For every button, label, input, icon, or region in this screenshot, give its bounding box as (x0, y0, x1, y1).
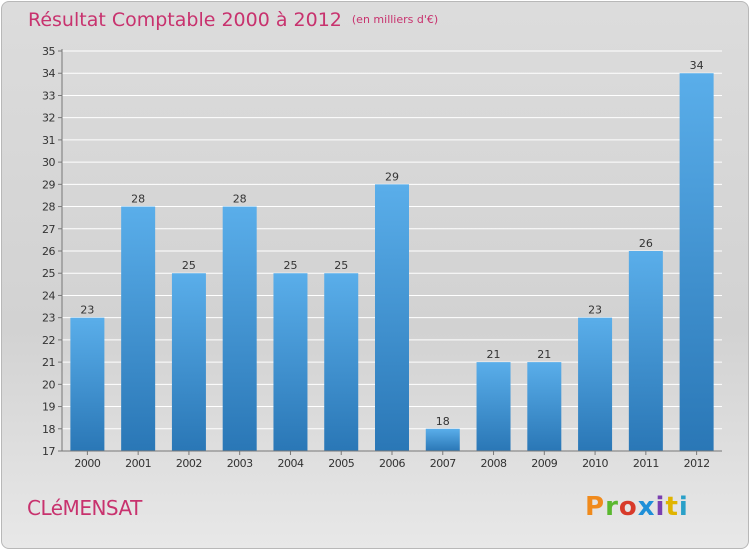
data-label: 25 (283, 259, 297, 272)
x-tick-label: 2001 (125, 457, 151, 470)
logo-letter: x (637, 492, 656, 522)
bar-2008 (476, 362, 511, 451)
y-tick-label: 23 (42, 312, 55, 325)
x-tick-label: 2008 (481, 457, 507, 470)
data-label: 28 (131, 193, 145, 206)
logo-letter: i (678, 492, 689, 522)
y-tick-label: 32 (42, 112, 55, 125)
data-label: 26 (639, 237, 653, 250)
logo-letter: P (585, 492, 606, 522)
logo-letter: i (655, 492, 666, 522)
y-tick-label: 19 (42, 401, 55, 414)
y-tick-label: 34 (42, 67, 55, 80)
data-label: 21 (487, 348, 501, 361)
y-tick-label: 18 (42, 423, 55, 436)
y-tick-label: 31 (42, 134, 55, 147)
x-tick-label: 2003 (227, 457, 253, 470)
bar-2009 (527, 362, 562, 451)
x-tick-label: 2010 (582, 457, 608, 470)
bar-2006 (375, 184, 409, 452)
data-label: 18 (436, 415, 450, 428)
chart-title: Résultat Comptable 2000 à 2012 (en millie… (28, 9, 438, 31)
y-tick-label: 27 (42, 223, 55, 236)
y-tick-label: 33 (42, 89, 55, 102)
x-tick-label: 2004 (277, 457, 303, 470)
bar-2012 (679, 73, 714, 451)
x-tick-label: 2007 (430, 457, 456, 470)
x-tick-label: 2000 (74, 457, 100, 470)
y-tick-label: 24 (42, 289, 55, 302)
bar-layer: 23 28 25 28 25 25 29 18 21 21 23 26 34 (70, 59, 714, 452)
x-tick-label: 2009 (531, 457, 557, 470)
bar-2000 (70, 317, 105, 451)
logo-letter: o (618, 492, 638, 522)
title-text: Résultat Comptable 2000 à 2012 (28, 9, 342, 31)
chart-subtitle: (en milliers d'€) (351, 13, 439, 26)
bar-2004 (273, 273, 308, 451)
proxiti-logo[interactable]: Proxiti (585, 492, 689, 522)
y-tick-label: 26 (42, 245, 55, 258)
bar-2011 (628, 251, 663, 451)
y-tick-label: 25 (42, 267, 55, 280)
x-tick-label: 2012 (684, 457, 710, 470)
y-tick-label: 17 (42, 445, 55, 458)
x-tick-label: 2002 (176, 457, 202, 470)
data-label: 23 (80, 304, 94, 317)
bar-2003 (222, 206, 257, 451)
x-tick-label: 2005 (328, 457, 354, 470)
y-tick-label: 21 (42, 356, 55, 369)
data-label: 28 (233, 193, 247, 206)
y-tick-label: 35 (42, 45, 55, 58)
data-label: 25 (334, 259, 348, 272)
bar-2005 (324, 273, 359, 451)
town-name: CLéMENSAT (27, 496, 142, 520)
bar-2007 (425, 428, 460, 451)
bar-2010 (578, 317, 613, 451)
data-label: 25 (182, 259, 196, 272)
axis-layer: 17 18 19 20 21 22 23 24 25 26 27 28 29 30 31 32 33 34 35 20… (42, 45, 722, 470)
bar-2002 (171, 273, 206, 451)
y-tick-label: 29 (42, 178, 55, 191)
y-tick-label: 28 (42, 201, 55, 214)
y-tick-label: 20 (42, 378, 55, 391)
y-tick-label: 22 (42, 334, 55, 347)
data-label: 21 (537, 348, 551, 361)
logo-letter: t (665, 492, 679, 522)
y-tick-label: 30 (42, 156, 55, 169)
data-label: 23 (588, 304, 602, 317)
x-tick-label: 2011 (633, 457, 659, 470)
data-label: 34 (690, 59, 704, 72)
bar-2001 (121, 206, 156, 451)
data-label: 29 (385, 170, 399, 183)
logo-letter: r (605, 492, 619, 522)
x-tick-label: 2006 (379, 457, 405, 470)
